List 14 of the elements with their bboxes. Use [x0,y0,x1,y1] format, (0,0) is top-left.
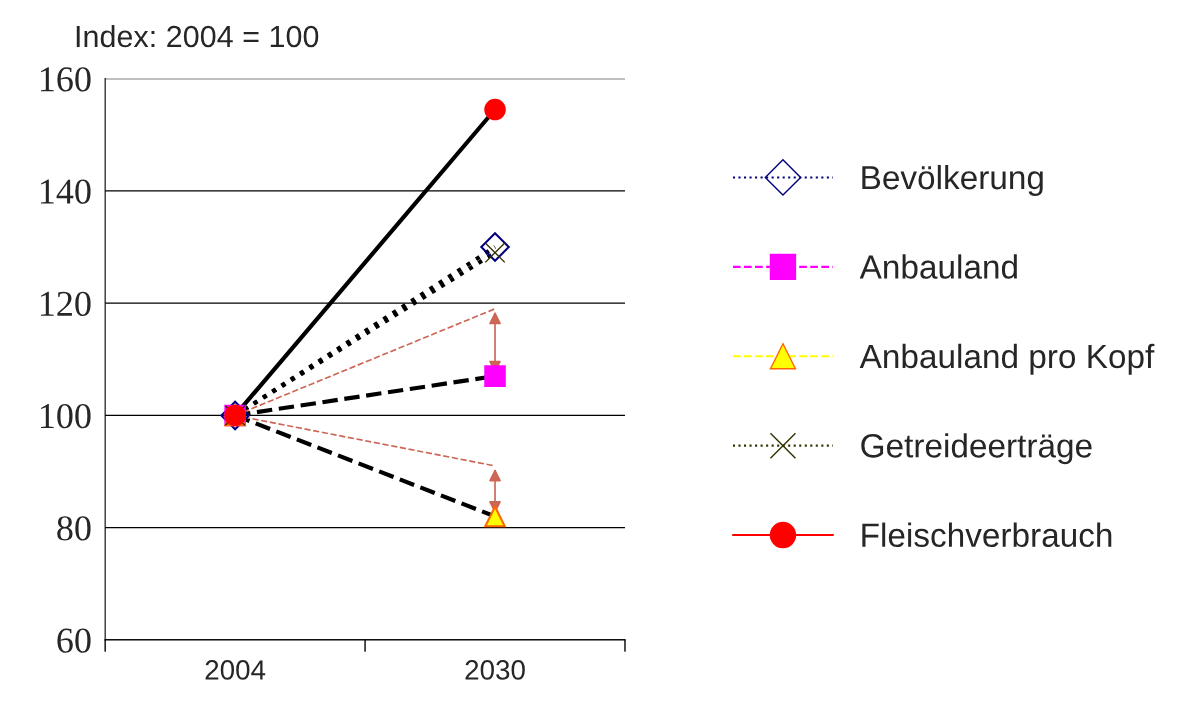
y-tick-label: 160 [40,67,91,92]
y-tick-label: 120 [40,291,91,317]
legend-label: Anbauland pro Kopf [859,343,1155,375]
y-tick-label: 100 [40,403,91,429]
legend-label: Fleischverbrauch [862,522,1112,548]
y-tick-label: 60 [57,628,91,653]
legend-label: Bevölkerung [862,164,1043,197]
x-tick-label: 2030 [465,660,525,680]
legend-label: Getreideerträge [861,433,1092,465]
x-tick-label: 2004 [205,660,266,680]
y-tick-label: 140 [40,179,91,204]
legend-label: Anbauland [859,254,1017,279]
y-tick-label: 80 [57,516,91,541]
y-axis-title: Index: 2004 = 100 [76,24,319,48]
